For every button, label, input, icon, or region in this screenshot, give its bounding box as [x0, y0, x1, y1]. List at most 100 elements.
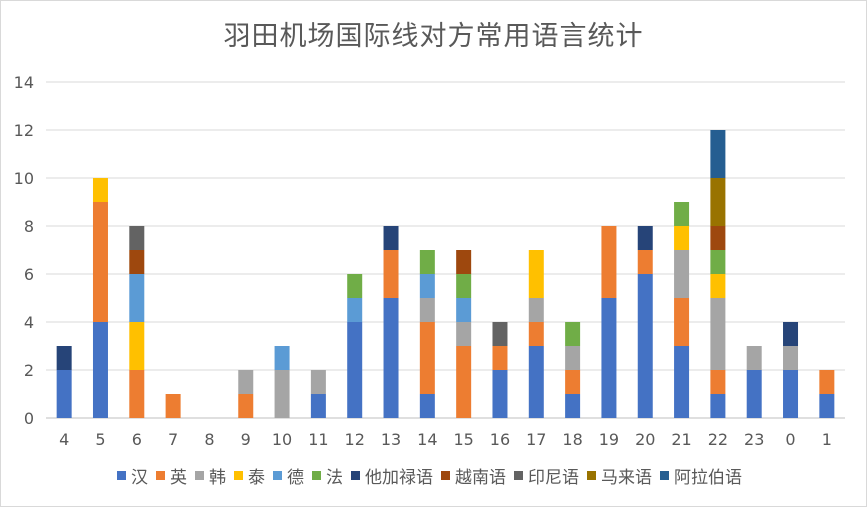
x-tick-label: 10 — [272, 430, 292, 449]
legend-item: 韩 — [195, 463, 226, 488]
legend-label: 阿拉伯语 — [674, 468, 742, 488]
legend-item: 他加禄语 — [351, 463, 433, 488]
x-tick-label: 12 — [345, 430, 365, 449]
x-tick-label: 5 — [95, 430, 105, 449]
legend-item: 马来语 — [587, 463, 652, 488]
bar-segment — [56, 370, 72, 418]
bar-segment — [492, 346, 508, 370]
y-tick-label: 2 — [24, 361, 34, 380]
legend-item: 泰 — [234, 463, 265, 488]
legend-label: 马来语 — [601, 468, 652, 488]
bar-segment — [456, 346, 472, 418]
bar-segment — [492, 370, 508, 418]
bar-segment — [419, 250, 435, 274]
legend-swatch — [117, 471, 126, 480]
bar-segment — [819, 370, 835, 394]
legend-item: 法 — [312, 463, 343, 488]
bar-segment — [783, 322, 799, 346]
bar-segment — [528, 346, 544, 418]
y-tick-label: 0 — [24, 409, 34, 428]
bar-segment — [310, 370, 326, 394]
bar-segment — [783, 346, 799, 370]
bar-segment — [746, 370, 762, 418]
legend-label: 印尼语 — [528, 468, 579, 488]
bar-segment — [129, 226, 145, 250]
legend-swatch — [660, 471, 669, 480]
bar-segment — [710, 394, 726, 418]
bar-segment — [492, 322, 508, 346]
x-tick-label: 17 — [526, 430, 546, 449]
bar-segment — [710, 130, 726, 178]
legend-label: 越南语 — [455, 468, 506, 488]
bar-segment — [674, 250, 690, 298]
legend-item: 德 — [273, 463, 304, 488]
legend-swatch — [312, 471, 321, 480]
legend-label: 他加禄语 — [365, 468, 433, 488]
bar-segment — [637, 274, 653, 418]
bar-segment — [710, 370, 726, 394]
x-tick-label: 6 — [132, 430, 142, 449]
bar-segment — [710, 226, 726, 250]
legend-swatch — [351, 471, 360, 480]
bar-segment — [347, 298, 363, 322]
bar-segment — [565, 370, 581, 394]
x-tick-label: 14 — [417, 430, 437, 449]
bar-segment — [710, 274, 726, 298]
legend-label: 英 — [170, 468, 187, 488]
bar-segment — [383, 250, 399, 298]
y-tick-label: 6 — [24, 265, 34, 284]
bar-segment — [383, 298, 399, 418]
bar-segment — [710, 250, 726, 274]
chart-title: 羽田机场国际线对方常用语言统计 — [223, 21, 644, 52]
legend-item: 阿拉伯语 — [660, 463, 742, 488]
legend-label: 法 — [326, 468, 343, 488]
x-tick-label: 4 — [59, 430, 69, 449]
x-tick-label: 22 — [708, 430, 728, 449]
y-tick-label: 8 — [24, 217, 34, 236]
bar-segment — [746, 346, 762, 370]
y-tick-label: 10 — [14, 169, 34, 188]
bar-segment — [674, 226, 690, 250]
y-tick-label: 4 — [24, 313, 34, 332]
bar-segment — [92, 322, 108, 418]
bar-segment — [456, 250, 472, 274]
bar-segment — [601, 298, 617, 418]
legend-swatch — [156, 471, 165, 480]
x-tick-label: 16 — [490, 430, 510, 449]
bar-segment — [456, 274, 472, 298]
bar-segment — [419, 298, 435, 322]
x-tick-label: 20 — [635, 430, 655, 449]
legend-item: 印尼语 — [514, 463, 579, 488]
bar-segment — [456, 298, 472, 322]
legend-label: 德 — [287, 468, 304, 488]
legend-label: 韩 — [209, 468, 226, 488]
legend-swatch — [195, 471, 204, 480]
legend-swatch — [587, 471, 596, 480]
bar-segment — [456, 322, 472, 346]
bar-segment — [601, 226, 617, 298]
bar-segment — [565, 322, 581, 346]
x-tick-label: 9 — [241, 430, 251, 449]
bar-segment — [783, 370, 799, 418]
bar-segment — [419, 394, 435, 418]
x-tick-label: 8 — [204, 430, 214, 449]
bar-segment — [347, 274, 363, 298]
x-tick-label: 18 — [562, 430, 582, 449]
bar-segment — [528, 250, 544, 298]
legend-item: 汉 — [117, 463, 148, 488]
x-tick-label: 19 — [599, 430, 619, 449]
y-tick-label: 12 — [14, 121, 34, 140]
bar-segment — [347, 322, 363, 418]
bar-segment — [419, 322, 435, 394]
x-tick-label: 11 — [308, 430, 328, 449]
bar-segment — [565, 394, 581, 418]
x-tick-label: 13 — [381, 430, 401, 449]
x-tick-label: 7 — [168, 430, 178, 449]
bar-segment — [129, 250, 145, 274]
legend-label: 汉 — [131, 468, 148, 488]
legend-item: 越南语 — [441, 463, 506, 488]
x-tick-label: 21 — [671, 430, 691, 449]
bar-segment — [92, 202, 108, 322]
bar-segment — [274, 346, 290, 370]
